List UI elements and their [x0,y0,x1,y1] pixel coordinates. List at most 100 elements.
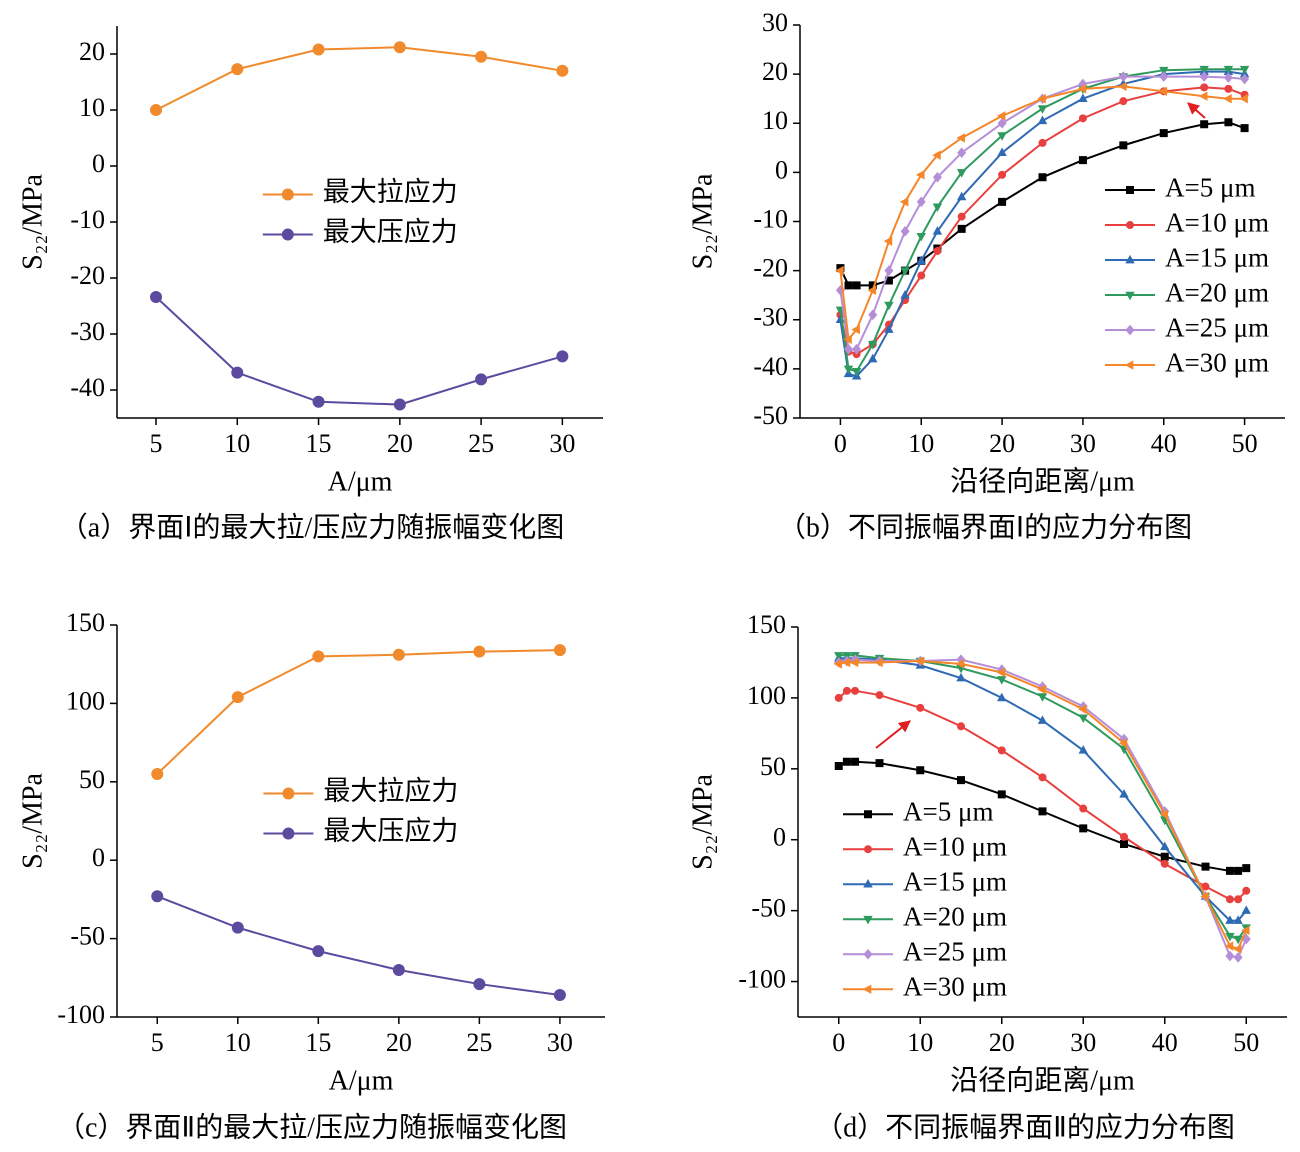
marker [1225,950,1235,962]
marker [955,659,965,669]
x-axis-label: A/μm [329,1065,394,1096]
marker [932,171,942,183]
marker [1199,71,1209,82]
caption: （a）界面Ⅰ的最大拉/压应力随振幅变化图 [60,511,564,543]
marker [957,147,967,159]
y-tick-label: -100 [738,965,786,994]
marker [851,324,860,335]
marker [475,50,488,63]
legend-marker [863,878,873,888]
marker [1159,129,1168,138]
marker [553,644,566,657]
marker [1118,738,1128,748]
caption: （d）不同振幅界面Ⅱ的应力分布图 [815,1111,1235,1143]
y-tick-label: 100 [747,681,786,710]
series-line [155,46,563,111]
y-tick-label: -10 [70,205,105,234]
marker [843,343,854,355]
y-tick-label: 10 [79,93,105,122]
x-tick-label: 50 [1232,429,1258,458]
marker [312,945,325,958]
series-line [156,649,560,775]
y-tick-label: -30 [70,317,105,346]
caption: （b）不同振幅界面Ⅰ的应力分布图 [778,511,1192,543]
x-tick-label: 50 [1233,1028,1259,1057]
marker [556,350,569,363]
marker [1120,832,1128,841]
y-tick-label: 0 [92,149,105,178]
marker [1225,915,1235,924]
x-tick-label: 40 [1152,1028,1178,1057]
legend-label: A=20 μm [903,901,1007,931]
y-tick-label: -20 [753,254,788,283]
marker [834,693,843,702]
y-tick-label: 0 [773,823,786,852]
marker [997,692,1007,702]
marker [933,246,942,255]
marker [1037,105,1048,114]
marker [868,353,878,363]
marker [1078,745,1088,754]
marker [997,147,1007,157]
y-tick-label: 150 [66,608,105,637]
marker [1160,859,1169,868]
x-tick-label: 10 [908,429,934,458]
marker [1120,839,1128,848]
marker [1234,895,1243,904]
marker [392,963,405,976]
marker [393,398,406,411]
marker [1079,804,1088,813]
marker [916,766,925,775]
marker [1037,93,1046,104]
marker [1225,866,1234,875]
marker [1241,925,1250,936]
marker [916,232,926,242]
y-tick-label: 50 [760,752,786,781]
marker [1240,124,1249,133]
marker [851,757,860,766]
y-tick-label: 50 [79,765,105,794]
marker [1078,704,1087,714]
marker [1118,71,1128,82]
marker [997,132,1007,141]
marker [1119,97,1128,106]
x-tick-label: 0 [834,429,847,458]
marker [932,150,941,160]
y-axis-label: S₂₂/MPa [687,774,718,870]
marker [997,790,1006,799]
marker [1200,83,1209,92]
marker [1077,84,1087,94]
marker [1242,886,1251,895]
legend-label: 最大压应力 [323,816,458,846]
marker [996,111,1006,121]
y-tick-label: 10 [762,106,788,135]
marker [884,301,894,311]
marker [1200,891,1209,902]
x-tick-label: 30 [549,429,575,458]
marker [900,267,910,276]
marker [842,757,851,766]
marker [868,309,878,321]
marker [957,212,966,221]
legend-marker [282,787,295,800]
marker [915,656,924,666]
marker [841,657,851,668]
x-tick-label: 15 [306,429,332,458]
marker [900,289,910,299]
marker [883,236,893,246]
y-tick-label: -40 [753,352,788,381]
marker [1079,824,1088,833]
legend-label: 最大拉应力 [323,177,458,207]
marker [834,761,843,770]
x-tick-label: 40 [1151,429,1177,458]
legend-marker [863,915,873,925]
y-tick-label: 20 [762,57,788,86]
marker [473,978,486,991]
marker [231,921,244,934]
marker [1038,173,1047,182]
x-tick-label: 10 [907,1028,933,1057]
marker [875,691,884,700]
marker [1223,72,1233,83]
marker [956,133,965,143]
marker [1201,862,1210,871]
